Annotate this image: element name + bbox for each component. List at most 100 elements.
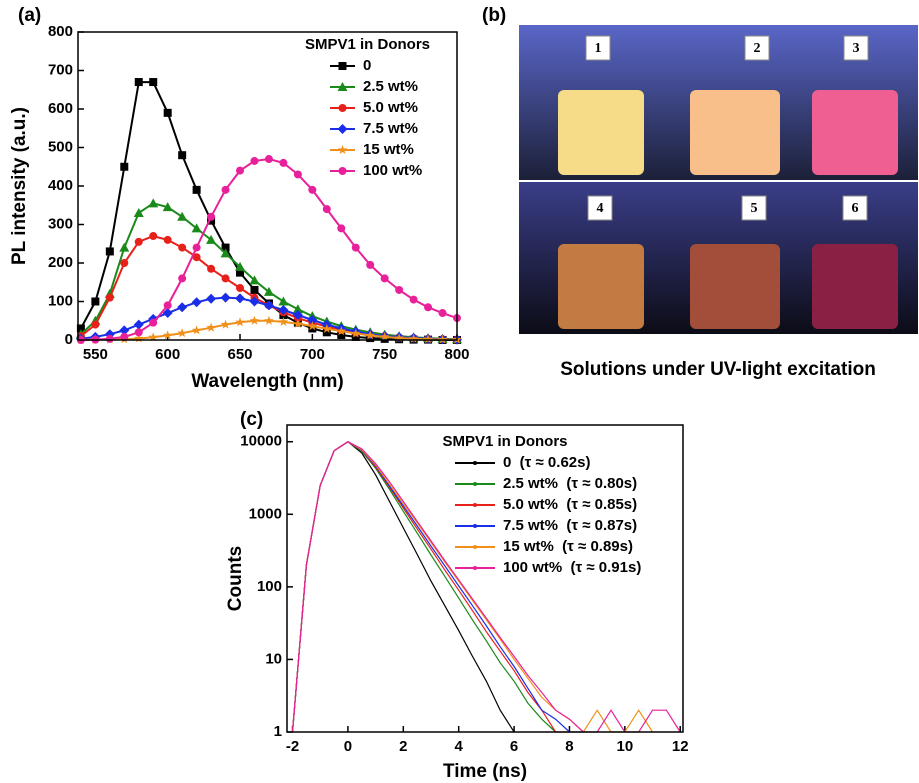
marker	[264, 315, 274, 325]
legend-label: 0 (τ ≈ 0.62s)	[503, 454, 590, 471]
marker	[120, 332, 129, 341]
marker	[249, 296, 260, 307]
x-tick-label: 4	[455, 738, 464, 755]
marker	[120, 259, 129, 267]
y-tick-label: 700	[48, 61, 73, 78]
x-tick-label: 6	[510, 738, 518, 755]
legend-marker	[473, 503, 477, 507]
marker	[177, 211, 188, 221]
marker	[408, 333, 419, 343]
marker	[351, 332, 360, 341]
marker	[163, 301, 172, 310]
legend-label: 0	[363, 57, 371, 74]
marker	[221, 185, 230, 194]
x-tick-label: 0	[344, 738, 352, 755]
legend-title: SMPV1 in Donors	[443, 433, 568, 450]
marker	[409, 295, 418, 304]
legend-marker	[473, 461, 477, 465]
x-axis-label: Time (ns)	[443, 761, 527, 782]
y-tick-label: 100	[48, 292, 73, 309]
marker	[350, 328, 361, 338]
vial	[690, 90, 780, 175]
marker	[191, 325, 202, 335]
plot-frame	[286, 424, 684, 733]
marker	[162, 308, 173, 319]
marker	[337, 82, 348, 91]
marker	[148, 332, 158, 342]
marker	[236, 284, 245, 293]
vial	[690, 244, 780, 329]
vial-tag	[587, 195, 613, 221]
x-axis-label: Wavelength (nm)	[191, 371, 343, 392]
y-tick-label: 100	[257, 578, 282, 595]
legend-label: 100 wt%	[363, 162, 422, 179]
y-tick-label: 1000	[249, 505, 282, 522]
x-tick-label: 650	[227, 346, 252, 363]
vial-label: 1	[595, 41, 602, 56]
y-tick-label: 400	[48, 177, 73, 194]
y-tick-label: 300	[48, 215, 73, 232]
x-tick-label: 2	[399, 738, 407, 755]
vial-label: 5	[751, 201, 758, 216]
marker	[423, 334, 433, 344]
marker	[307, 321, 318, 331]
marker	[279, 158, 288, 167]
vial-tag	[585, 35, 611, 61]
vial-tag	[842, 195, 868, 221]
x-tick-label: 700	[300, 346, 325, 363]
marker	[322, 205, 331, 214]
marker	[307, 314, 318, 325]
marker	[134, 237, 143, 246]
vial	[558, 90, 644, 175]
marker	[162, 202, 173, 212]
y-tick-label: 10000	[240, 433, 282, 450]
x-tick-label: 8	[565, 738, 573, 755]
marker	[336, 326, 347, 336]
vial-tag	[843, 35, 869, 61]
marker	[134, 328, 143, 337]
legend-label: 5.0 wt% (τ ≈ 0.85s)	[503, 496, 637, 513]
marker	[91, 320, 100, 329]
legend-label: 100 wt% (τ ≈ 0.91s)	[503, 559, 641, 576]
marker	[220, 319, 231, 329]
legend-label: 2.5 wt% (τ ≈ 0.80s)	[503, 475, 637, 492]
marker	[293, 318, 303, 328]
marker	[192, 253, 201, 262]
marker	[177, 328, 187, 338]
y-tick-label: 500	[48, 138, 73, 155]
marker	[235, 293, 246, 304]
marker	[191, 223, 202, 233]
legend-marker	[473, 545, 477, 549]
marker	[366, 260, 375, 269]
series-line	[291, 441, 681, 733]
marker	[438, 309, 447, 318]
marker	[379, 331, 390, 341]
legend-label: 2.5 wt%	[363, 78, 418, 95]
marker	[278, 304, 289, 315]
y-tick-label: 1	[274, 723, 282, 740]
panel-label: (a)	[18, 5, 41, 26]
photo-panel: (b) 1 2 3 4 5 6 Solutions under UV-light…	[482, 5, 918, 380]
panel-label: (c)	[240, 409, 263, 430]
marker	[149, 318, 158, 327]
vial-label: 2	[754, 41, 761, 56]
marker	[76, 324, 85, 333]
y-tick-label: 200	[48, 254, 73, 271]
vial	[812, 244, 898, 329]
marker	[322, 323, 332, 333]
marker	[250, 285, 259, 294]
marker	[250, 156, 259, 165]
vial-label: 4	[597, 201, 604, 216]
x-tick-label: 800	[444, 346, 469, 363]
marker	[206, 293, 217, 304]
marker	[337, 145, 348, 155]
marker	[395, 285, 404, 294]
photo-caption: Solutions under UV-light excitation	[560, 359, 876, 380]
marker	[149, 232, 158, 241]
legend-marker	[473, 566, 477, 570]
vial-tag	[741, 195, 767, 221]
x-tick-label: 550	[83, 346, 108, 363]
x-tick-label: 750	[372, 346, 397, 363]
marker	[338, 104, 347, 112]
marker	[264, 155, 273, 164]
